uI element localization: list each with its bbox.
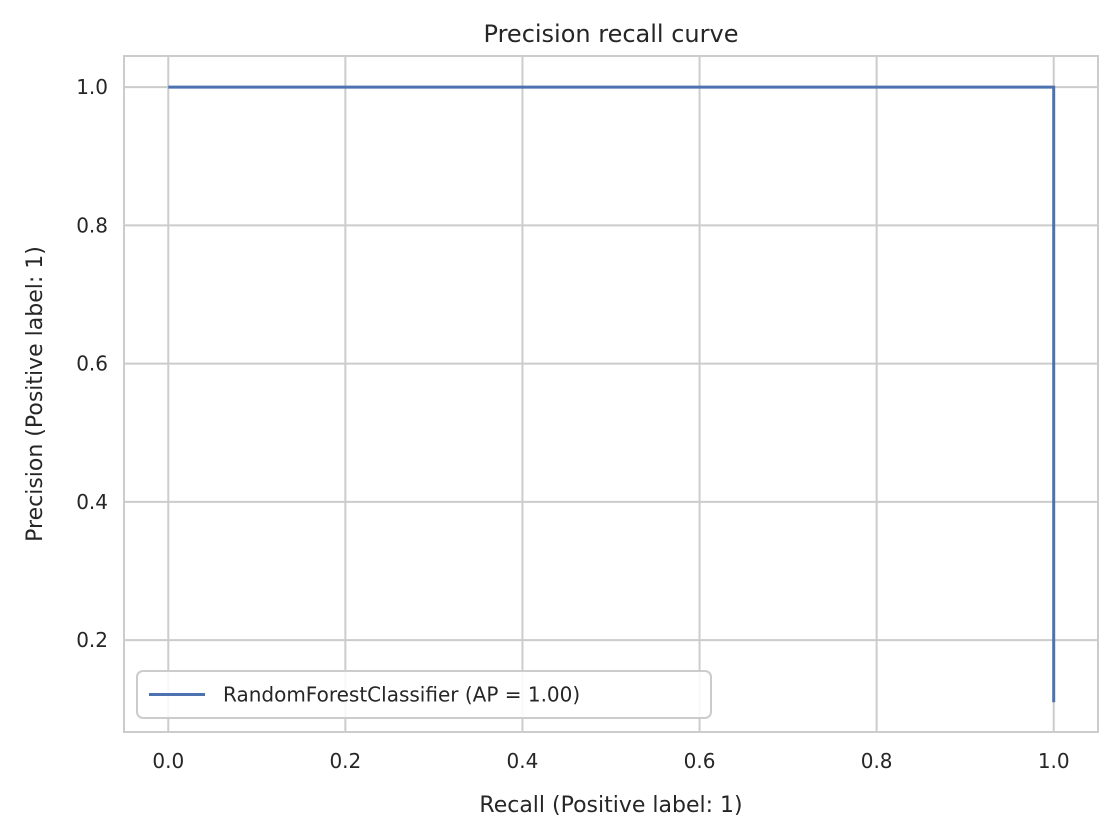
- chart-title: Precision recall curve: [484, 20, 739, 48]
- y-tick-label: 0.6: [76, 352, 108, 376]
- x-tick-labels: 0.0 0.2 0.4 0.6 0.8 1.0: [152, 749, 1069, 773]
- y-axis-label: Precision (Positive label: 1): [23, 246, 48, 542]
- x-tick-label: 0.8: [861, 749, 893, 773]
- x-tick-label: 0.2: [329, 749, 361, 773]
- x-tick-label: 0.0: [152, 749, 184, 773]
- plot-frame: [123, 55, 1099, 733]
- y-tick-label: 1.0: [76, 75, 108, 99]
- x-tick-label: 0.6: [684, 749, 716, 773]
- y-tick-labels: 0.2 0.4 0.6 0.8 1.0: [76, 75, 108, 652]
- y-tick-label: 0.2: [76, 628, 108, 652]
- legend-box: [136, 670, 712, 719]
- legend-label: RandomForestClassifier (AP = 1.00): [223, 683, 580, 707]
- x-tick-label: 1.0: [1038, 749, 1070, 773]
- y-tick-label: 0.4: [76, 490, 108, 514]
- x-axis-label: Recall (Positive label: 1): [479, 793, 742, 818]
- series-layer: [168, 85, 1056, 703]
- legend: RandomForestClassifier (AP = 1.00): [136, 670, 712, 719]
- y-tick-label: 0.8: [76, 213, 108, 237]
- x-tick-label: 0.4: [507, 749, 539, 773]
- series-line: [168, 85, 1056, 703]
